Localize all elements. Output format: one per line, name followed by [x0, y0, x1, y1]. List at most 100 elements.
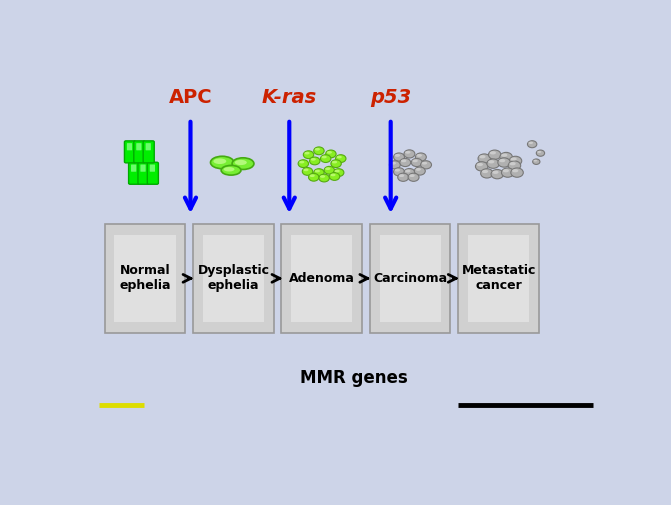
Ellipse shape: [395, 169, 400, 172]
Ellipse shape: [476, 163, 483, 166]
Ellipse shape: [321, 156, 327, 159]
FancyBboxPatch shape: [105, 224, 185, 333]
FancyBboxPatch shape: [129, 162, 140, 184]
FancyBboxPatch shape: [468, 235, 529, 322]
Ellipse shape: [324, 166, 335, 174]
Ellipse shape: [211, 156, 234, 169]
Ellipse shape: [309, 157, 320, 165]
Ellipse shape: [503, 169, 509, 172]
Ellipse shape: [482, 170, 488, 173]
Ellipse shape: [321, 155, 331, 163]
Ellipse shape: [415, 167, 425, 175]
Ellipse shape: [509, 156, 522, 166]
Ellipse shape: [528, 141, 533, 144]
Ellipse shape: [412, 160, 418, 162]
Text: MMR genes: MMR genes: [301, 369, 408, 386]
Ellipse shape: [329, 173, 340, 180]
Ellipse shape: [501, 168, 514, 177]
Ellipse shape: [408, 173, 419, 181]
Ellipse shape: [527, 141, 537, 147]
FancyBboxPatch shape: [291, 235, 352, 322]
Ellipse shape: [533, 160, 537, 162]
Ellipse shape: [490, 151, 496, 155]
Ellipse shape: [335, 170, 340, 172]
Ellipse shape: [394, 168, 405, 176]
FancyBboxPatch shape: [140, 165, 146, 172]
Ellipse shape: [488, 160, 495, 164]
Ellipse shape: [223, 167, 234, 172]
Ellipse shape: [337, 156, 342, 159]
Ellipse shape: [333, 169, 344, 176]
Ellipse shape: [399, 174, 404, 177]
Ellipse shape: [405, 170, 411, 172]
Text: Normal
ephelia: Normal ephelia: [119, 264, 170, 292]
Ellipse shape: [330, 174, 336, 176]
Ellipse shape: [421, 162, 427, 165]
Ellipse shape: [309, 174, 315, 177]
Ellipse shape: [488, 150, 501, 160]
Ellipse shape: [309, 173, 319, 181]
Ellipse shape: [331, 160, 342, 168]
Ellipse shape: [421, 161, 431, 169]
Ellipse shape: [405, 151, 411, 154]
Ellipse shape: [394, 153, 405, 161]
Ellipse shape: [389, 161, 401, 169]
FancyBboxPatch shape: [143, 141, 154, 163]
Ellipse shape: [395, 154, 400, 157]
FancyBboxPatch shape: [380, 235, 441, 322]
Ellipse shape: [299, 161, 305, 164]
Ellipse shape: [404, 169, 415, 177]
Ellipse shape: [400, 159, 411, 167]
Ellipse shape: [325, 167, 330, 170]
Ellipse shape: [315, 170, 320, 172]
Text: Metastatic
cancer: Metastatic cancer: [462, 264, 535, 292]
Ellipse shape: [511, 158, 517, 161]
Ellipse shape: [401, 160, 407, 162]
Ellipse shape: [478, 154, 491, 163]
Ellipse shape: [479, 155, 486, 159]
Ellipse shape: [480, 169, 493, 178]
Ellipse shape: [498, 158, 510, 167]
Ellipse shape: [221, 166, 241, 175]
FancyBboxPatch shape: [146, 143, 151, 150]
Ellipse shape: [391, 162, 396, 165]
Text: Carcinoma: Carcinoma: [373, 272, 448, 285]
Ellipse shape: [336, 155, 346, 163]
Ellipse shape: [500, 153, 513, 162]
Ellipse shape: [536, 150, 545, 156]
FancyBboxPatch shape: [370, 224, 450, 333]
Ellipse shape: [303, 151, 314, 159]
FancyBboxPatch shape: [131, 165, 136, 172]
FancyBboxPatch shape: [148, 162, 158, 184]
Text: Dysplastic
ephelia: Dysplastic ephelia: [197, 264, 269, 292]
Ellipse shape: [303, 168, 313, 175]
Ellipse shape: [213, 159, 226, 164]
Ellipse shape: [508, 161, 521, 170]
Ellipse shape: [499, 159, 505, 162]
Ellipse shape: [332, 161, 337, 164]
FancyBboxPatch shape: [458, 224, 539, 333]
Ellipse shape: [512, 169, 518, 172]
Ellipse shape: [491, 170, 503, 179]
Text: K-ras: K-ras: [262, 88, 317, 107]
Ellipse shape: [315, 148, 320, 150]
Ellipse shape: [404, 150, 415, 158]
Ellipse shape: [327, 151, 332, 154]
Ellipse shape: [411, 159, 422, 167]
Text: p53: p53: [370, 88, 411, 107]
Ellipse shape: [493, 171, 499, 174]
FancyBboxPatch shape: [203, 235, 264, 322]
Ellipse shape: [501, 154, 507, 157]
Ellipse shape: [303, 169, 309, 171]
FancyBboxPatch shape: [134, 141, 145, 163]
Ellipse shape: [235, 160, 247, 165]
Ellipse shape: [311, 158, 316, 161]
FancyBboxPatch shape: [150, 165, 155, 172]
FancyBboxPatch shape: [136, 143, 142, 150]
FancyBboxPatch shape: [282, 224, 362, 333]
Ellipse shape: [409, 174, 415, 177]
Ellipse shape: [325, 150, 336, 158]
Ellipse shape: [415, 168, 421, 171]
Ellipse shape: [417, 154, 422, 157]
Ellipse shape: [319, 174, 329, 182]
